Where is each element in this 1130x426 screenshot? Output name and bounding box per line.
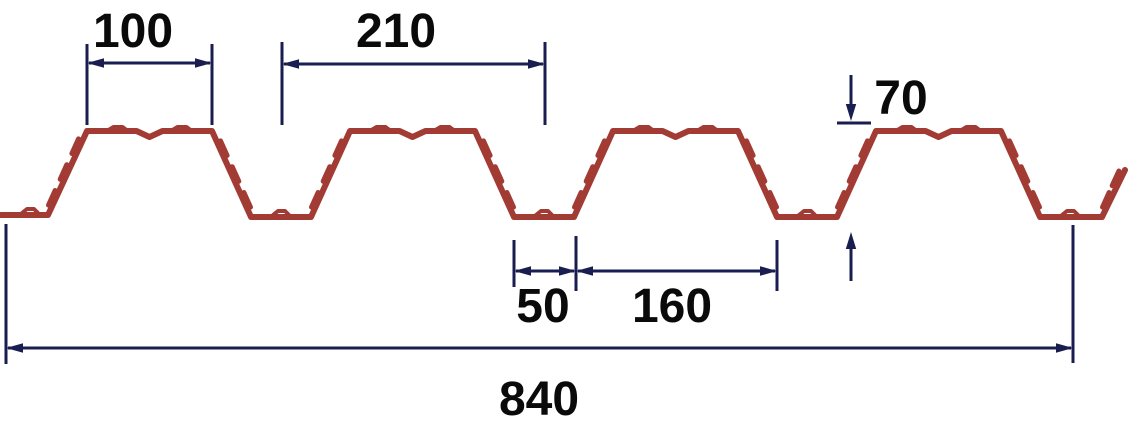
arrowhead-left-icon xyxy=(282,59,299,69)
arrowhead-right-icon xyxy=(528,59,545,69)
arrowhead-left-icon xyxy=(87,58,104,68)
dimension-valley-bottom-width: 50 xyxy=(512,236,578,333)
dimension-label-crest-top-width: 100 xyxy=(93,5,173,58)
rib2-left-flange-embossments xyxy=(312,141,342,207)
rib4-left-flange-embossments xyxy=(838,141,868,207)
arrowhead-right-icon xyxy=(760,266,777,276)
dimension-profile-height: 70 xyxy=(837,72,928,281)
dimension-rib-pitch: 210 xyxy=(280,5,547,125)
dimension-rib-base-width: 160 xyxy=(576,240,779,333)
sheet-profile xyxy=(0,125,1128,220)
dimension-label-profile-height: 70 xyxy=(874,72,927,125)
dimension-label-rib-base-width: 160 xyxy=(632,280,712,333)
rib1-left-flange-embossments xyxy=(49,139,79,205)
extension-line xyxy=(85,44,214,125)
dimension-overall-width: 840 xyxy=(4,224,1075,426)
rib3-right-flange-embossments xyxy=(747,141,777,207)
extension-line xyxy=(4,224,1075,364)
arrowhead-left-icon xyxy=(6,343,23,353)
dimension-label-rib-pitch: 210 xyxy=(356,5,436,58)
rib4-right-flange-embossments xyxy=(1010,141,1040,207)
rib3-left-flange-embossments xyxy=(575,141,605,207)
dimension-crest-top-width: 100 xyxy=(85,5,214,125)
extension-line xyxy=(280,42,547,125)
arrowhead-left-icon xyxy=(576,266,593,276)
arrowhead-right-icon xyxy=(1056,343,1073,353)
arrowhead-right-icon xyxy=(559,266,576,276)
arrowhead-left-icon xyxy=(514,266,531,276)
sheet-profile-embossments xyxy=(20,125,1119,217)
extension-line xyxy=(512,236,578,291)
arrowhead-up-icon xyxy=(845,232,857,249)
dimension-label-overall-width: 840 xyxy=(499,373,579,426)
rib2-right-flange-embossments xyxy=(484,141,514,207)
arrowhead-down-icon xyxy=(845,104,857,121)
dimension-label-valley-bottom-width: 50 xyxy=(516,280,569,333)
rib1-right-flange-embossments xyxy=(221,141,251,207)
arrowhead-right-icon xyxy=(195,58,212,68)
sheet-profile-outline xyxy=(0,128,1128,220)
